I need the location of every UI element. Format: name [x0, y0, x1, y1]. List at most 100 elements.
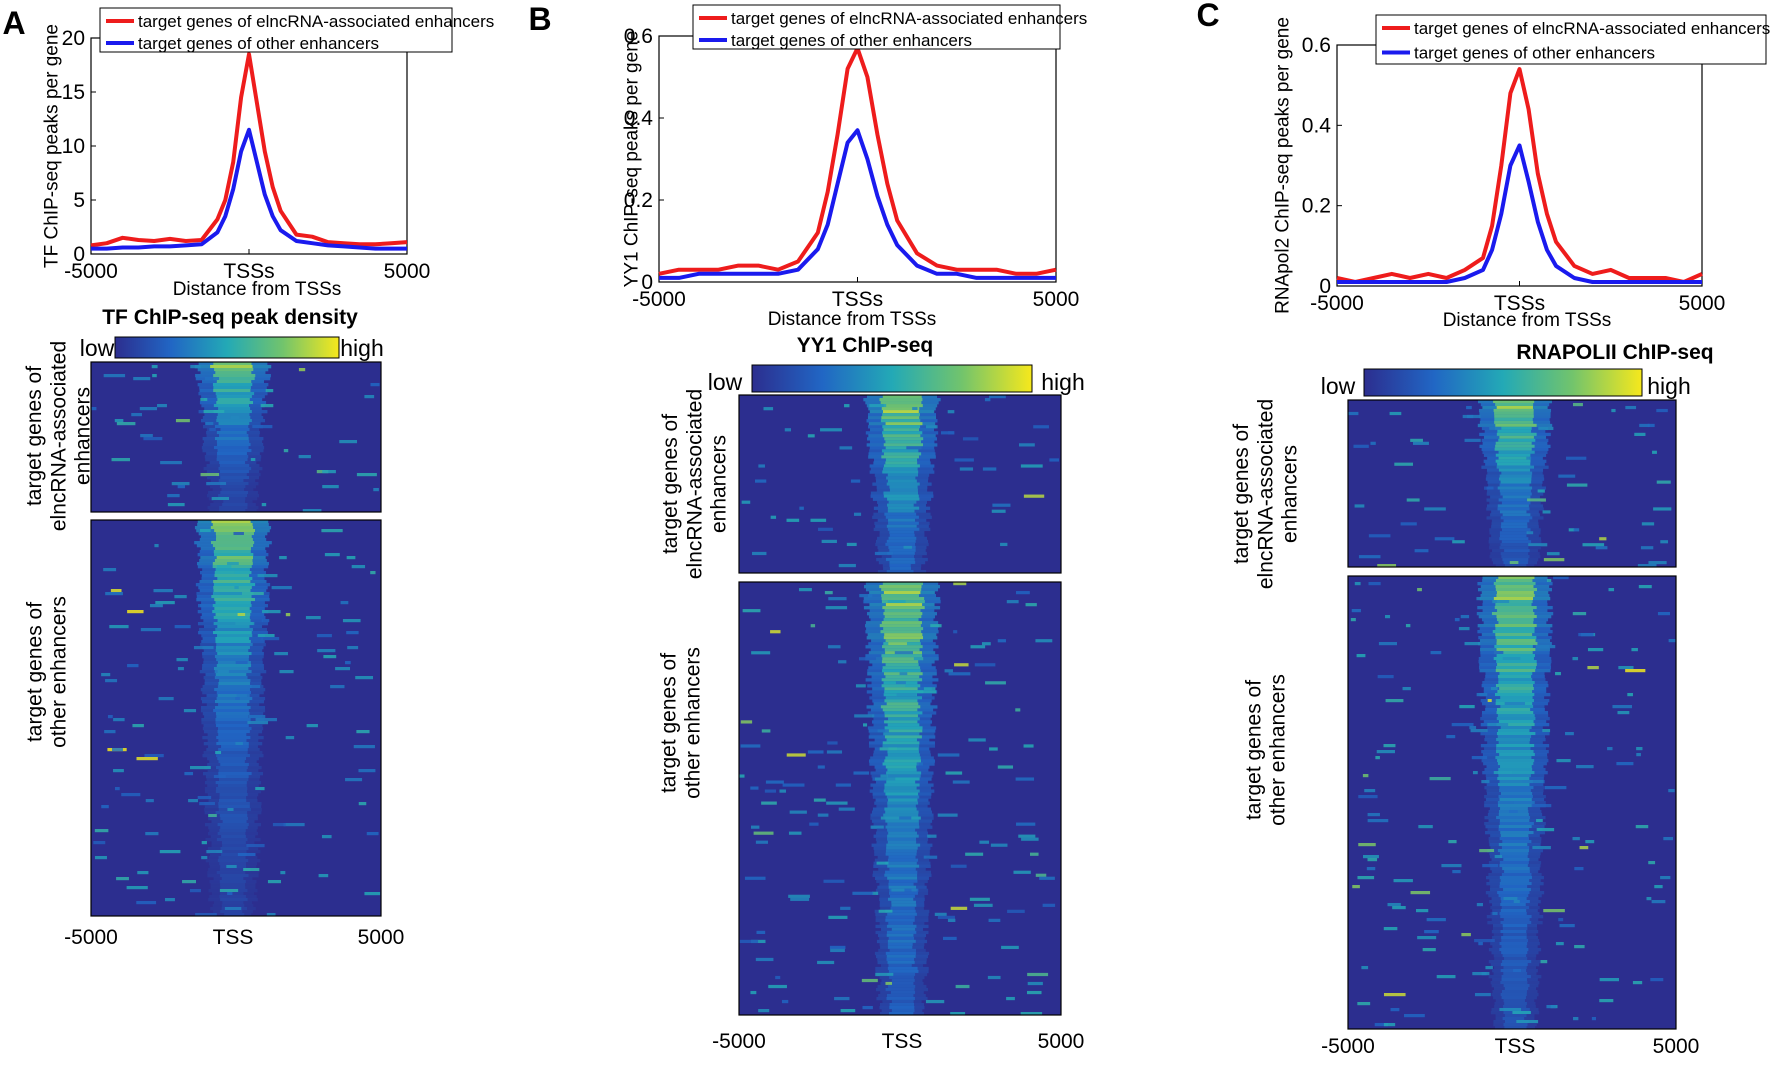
- heatmap-speckle: [1416, 909, 1429, 913]
- heatmap-speckle: [285, 736, 295, 740]
- heatmap-speckle: [335, 667, 351, 671]
- heatmap-band-core: [1494, 606, 1537, 610]
- heatmap-speckle: [171, 482, 190, 486]
- heatmap-speckle: [807, 750, 824, 754]
- heatmap-band-core: [883, 627, 924, 631]
- heatmap-speckle: [899, 672, 908, 676]
- heatmap-band-core: [887, 506, 920, 510]
- heatmap-speckle: [947, 918, 956, 922]
- heatmap-band-core: [215, 628, 253, 632]
- heatmap-band-core: [1499, 534, 1527, 538]
- heatmap-x-tick-label: 5000: [358, 926, 405, 949]
- heatmap-speckle: [1509, 561, 1519, 565]
- heatmap-speckle: [279, 670, 294, 674]
- heatmap-speckle: [1536, 819, 1543, 823]
- heatmap-speckle: [945, 771, 963, 775]
- heatmap-speckle: [177, 485, 185, 489]
- heatmap-band-core: [220, 883, 246, 887]
- heatmap-speckle: [1595, 546, 1608, 550]
- heatmap-speckle: [226, 865, 237, 869]
- heatmap-speckle: [330, 685, 345, 689]
- heatmap-speckle: [1392, 906, 1406, 910]
- heatmap-band-core: [887, 503, 914, 507]
- heatmap-speckle: [1466, 405, 1472, 410]
- y-axis-label-line: RNApol2 ChIP-seq peaks per gene: [1273, 17, 1294, 314]
- heatmap-band-core: [218, 784, 247, 788]
- heatmap-band-core: [1498, 621, 1534, 625]
- heatmap-band-core: [1499, 861, 1529, 865]
- heatmap-band-core: [217, 449, 252, 453]
- heatmap-band-core: [887, 822, 919, 826]
- heatmap-speckle: [1546, 1005, 1556, 1009]
- heatmap-band-core: [217, 619, 251, 623]
- heatmap-band-core: [884, 735, 922, 739]
- heatmap-band-core: [879, 624, 921, 628]
- heatmap-speckle: [1508, 810, 1518, 814]
- heatmap-band-core: [1503, 888, 1531, 892]
- heatmap-band-core: [885, 819, 919, 823]
- heatmap-band-core: [1498, 894, 1529, 898]
- heatmap-band-core: [216, 473, 247, 477]
- heatmap-speckle: [215, 751, 222, 755]
- heatmap-speckle: [342, 619, 361, 623]
- heatmap-band-core: [1501, 873, 1532, 877]
- panel-a: A 0 5 10 15 20 -5000 TSSs 5000 Distance from TSSs…: [2, 5, 494, 949]
- heatmap-speckle: [1478, 942, 1483, 946]
- heatmap-band-core: [216, 401, 254, 405]
- heatmap-band-core: [1496, 816, 1531, 820]
- heatmap-band-core: [1499, 489, 1531, 493]
- heatmap-band-core: [891, 999, 914, 1004]
- heatmap-speckle: [959, 467, 974, 471]
- heatmap-speckle: [1394, 462, 1413, 466]
- heatmap-band-core: [1497, 609, 1534, 613]
- heatmap-band-core: [891, 978, 915, 983]
- heatmap-speckle: [1358, 555, 1381, 559]
- heatmap-speckle: [139, 407, 158, 411]
- heatmap-band-core: [888, 855, 916, 859]
- heatmap-band-core: [1495, 423, 1537, 428]
- plot-frame: [1336, 44, 1703, 287]
- heatmap-speckle: [188, 799, 199, 803]
- heatmap-speckle: [366, 832, 379, 836]
- heatmap-speckle: [1368, 582, 1381, 586]
- heatmap-speckle: [101, 673, 111, 677]
- heatmap-band-core: [219, 793, 248, 797]
- heatmap-speckle: [154, 544, 159, 548]
- heatmap-band-core: [213, 386, 251, 390]
- heatmap-band-core: [214, 574, 250, 578]
- heatmap-speckle: [1348, 411, 1359, 416]
- heatmap-speckle: [1513, 969, 1522, 973]
- heatmap-band-core: [882, 413, 920, 417]
- y-tick-label: 15: [62, 81, 85, 104]
- heatmap-band-core: [218, 805, 250, 809]
- heatmap-speckle: [1476, 693, 1488, 697]
- heatmap-band-core: [890, 906, 915, 911]
- heatmap-speckle: [1458, 627, 1470, 631]
- heatmap-speckle: [151, 365, 158, 369]
- heatmap-speckle: [1542, 729, 1551, 733]
- heatmap-speckle: [1485, 966, 1493, 970]
- heatmap-speckle: [761, 729, 771, 733]
- heatmap-speckle: [1556, 759, 1571, 763]
- heatmap-title: TF ChIP-seq peak density: [102, 306, 358, 329]
- heatmap-speckle: [1531, 804, 1552, 808]
- heatmap-band-core: [1498, 720, 1534, 724]
- heatmap-speckle: [345, 778, 363, 782]
- heatmap-band-core: [210, 526, 254, 530]
- heatmap-speckle: [953, 630, 958, 634]
- plot-frame: [658, 35, 1057, 283]
- heatmap-band-core: [1504, 870, 1530, 874]
- heatmap-band-core: [1496, 750, 1534, 754]
- x-tick-label: TSSs: [832, 288, 883, 311]
- heatmap-band-core: [880, 401, 922, 405]
- heatmap-speckle: [116, 877, 129, 881]
- heatmap-band-core: [881, 678, 923, 682]
- heatmap-speckle: [346, 556, 356, 560]
- heatmap-speckle: [1482, 651, 1504, 655]
- heatmap-speckle: [788, 894, 810, 898]
- heatmap-speckle: [925, 425, 938, 429]
- heatmap-speckle: [1546, 552, 1560, 556]
- heatmap-band-core: [889, 981, 914, 986]
- heatmap-speckle: [756, 930, 766, 935]
- heatmap-band-core: [222, 841, 246, 845]
